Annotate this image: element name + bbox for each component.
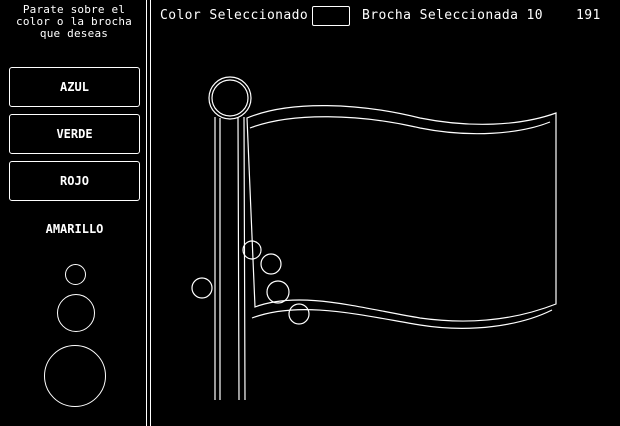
flag-drawing [191,76,557,401]
sidebar: Parate sobre el color o la brocha que de… [0,0,146,426]
status-bar: Color Seleccionado Brocha Seleccionada 1… [160,6,620,28]
sidebar-divider-inner [150,0,151,426]
instructions-text: Parate sobre el color o la brocha que de… [16,3,132,40]
counter: 191 [576,8,601,23]
flagpole [214,117,221,400]
brush-small[interactable] [65,264,86,285]
selected-color-label: Color Seleccionado [160,8,309,23]
sidebar-divider [146,0,147,426]
brush-large[interactable] [44,345,106,407]
drawing-canvas[interactable] [151,30,620,426]
color-button-amarillo[interactable]: AMARILLO [45,222,104,236]
color-button-azul[interactable]: AZUL [9,67,140,107]
selected-brush-label: Brocha Seleccionada 10 [362,8,543,23]
flag [246,105,557,322]
color-button-rojo[interactable]: ROJO [9,161,140,201]
selected-color-swatch [312,6,350,26]
flagpole-finial [208,76,252,120]
color-button-verde[interactable]: VERDE [9,114,140,154]
brush-medium[interactable] [57,294,95,332]
